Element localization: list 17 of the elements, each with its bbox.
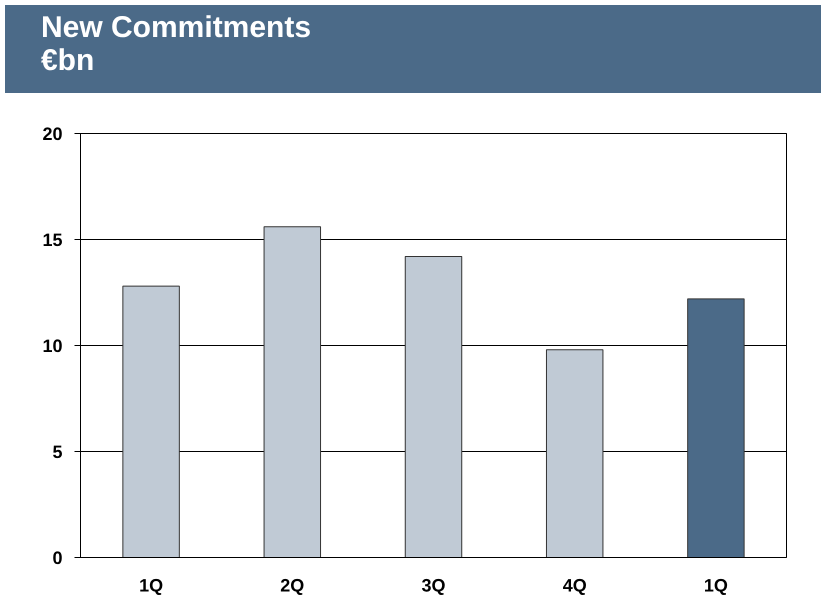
x-tick-label: 4Q: [562, 576, 587, 596]
x-tick-label: 1Q: [704, 576, 728, 596]
y-tick-label: 10: [42, 336, 63, 356]
bar: [546, 349, 604, 558]
x-tick-label: 3Q: [421, 576, 446, 596]
y-tick-label: 20: [42, 124, 63, 144]
bar: [122, 286, 180, 558]
chart-title: New Commitments: [41, 11, 312, 44]
y-tick-label: 0: [52, 548, 63, 568]
chart-subtitle: €bn: [41, 44, 94, 77]
bar: [404, 256, 462, 558]
x-tick-label: 2Q: [280, 576, 304, 596]
y-tick-label: 5: [52, 442, 63, 462]
bar: [687, 298, 745, 558]
x-tick-label: 1Q: [139, 576, 164, 596]
y-tick-label: 15: [42, 230, 63, 250]
bar: [264, 226, 322, 558]
